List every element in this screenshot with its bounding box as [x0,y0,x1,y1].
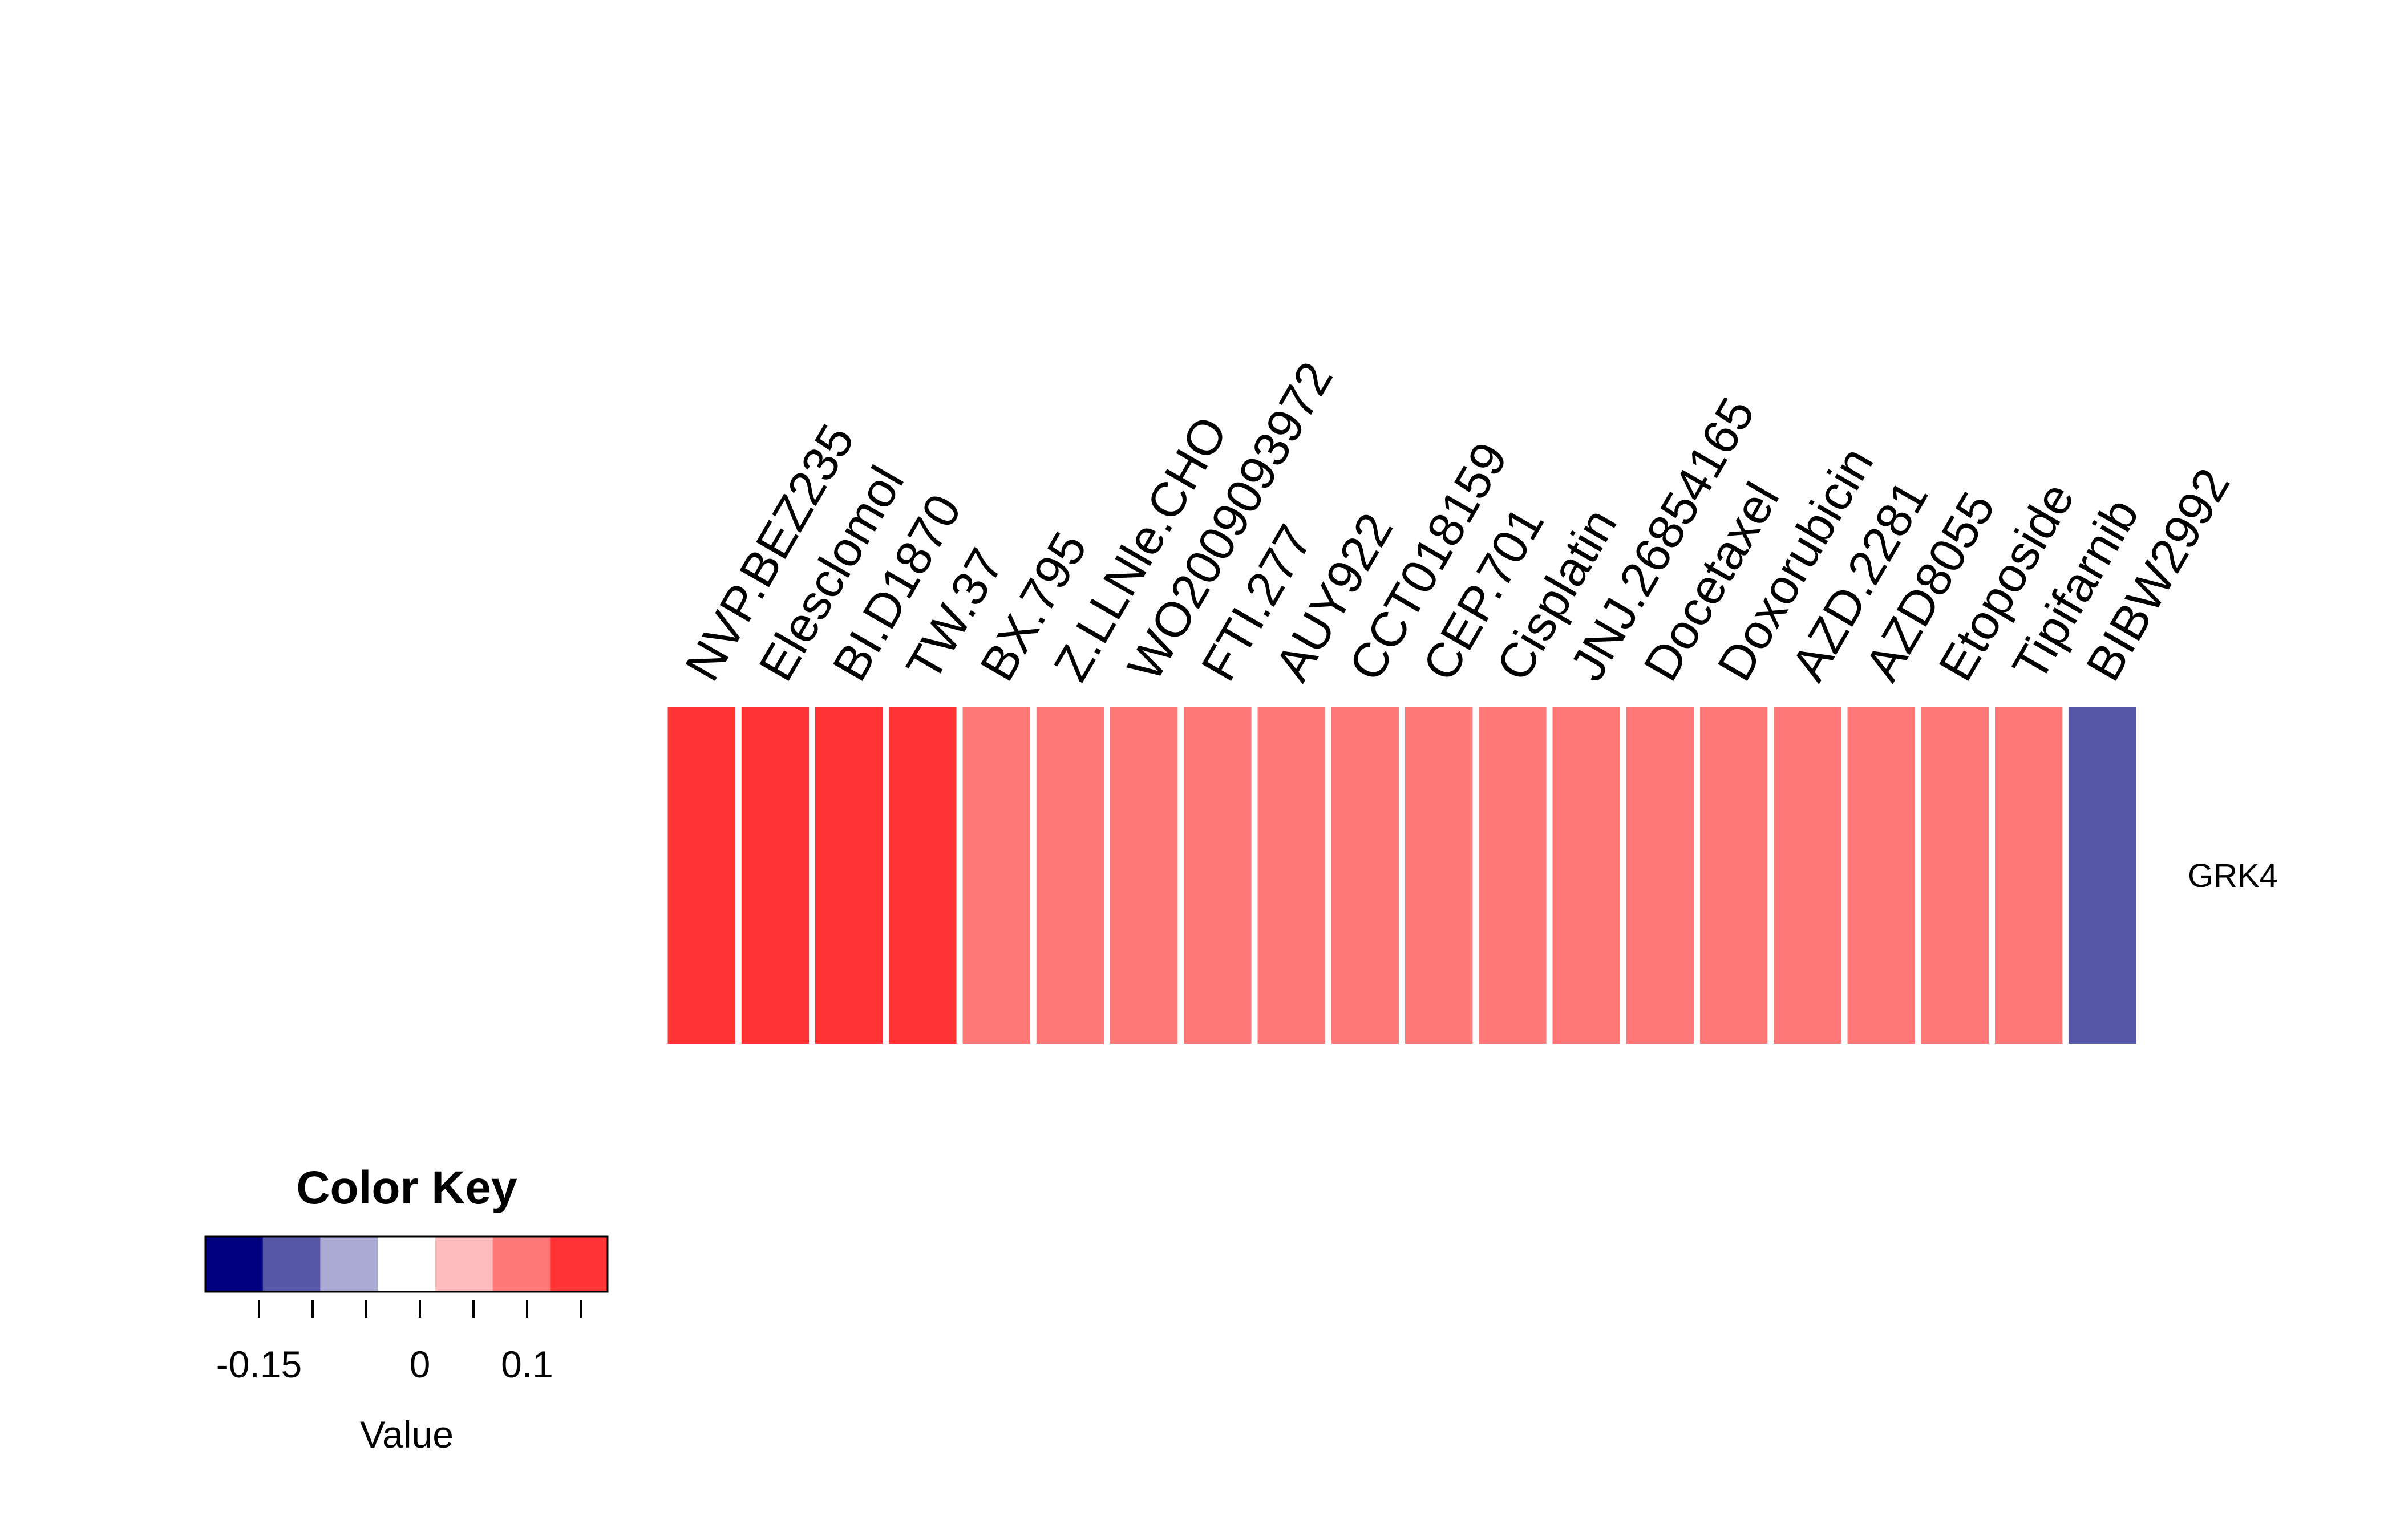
color-key-tick-label: -0.15 [216,1343,302,1385]
heatmap-cell [1331,707,1399,1044]
heatmap-cell [2069,707,2136,1044]
color-key-bin [492,1237,551,1292]
color-key-axis-label: Value [360,1413,454,1456]
heatmap-cell [1700,707,1768,1044]
color-key-title: Color Key [296,1162,517,1214]
color-key-bin [435,1237,493,1292]
heatmap-cell [1921,707,1989,1044]
heatmap-cells [667,707,2136,1044]
color-key-border [204,1235,609,1293]
row-label: GRK4 [2188,857,2278,894]
heatmap-cell [1036,707,1104,1044]
heatmap-cell [1626,707,1694,1044]
color-key-bin [378,1237,436,1292]
heatmap-cell [1552,707,1620,1044]
heatmap-cell [741,707,810,1044]
heatmap-cell [1847,707,1915,1044]
heatmap-cell [1774,707,1841,1044]
color-key-bin [262,1237,321,1292]
heatmap-cell [1110,707,1178,1044]
column-labels: NVP.BEZ235ElesclomolBI.D1870TW.37BX.795Z… [675,353,2240,690]
color-key-tick-label: 0.1 [501,1343,553,1385]
heatmap-cell [815,707,883,1044]
color-key-tick-label: 0 [410,1343,431,1385]
heatmap-cell [1405,707,1473,1044]
heatmap-cell [889,707,957,1044]
color-key-ticks: -0.15 0 0.1 [216,1300,582,1385]
row-labels: GRK4 [2188,857,2278,894]
heatmap-cell [667,707,735,1044]
heatmap-cell [1479,707,1547,1044]
heatmap-cell [1995,707,2063,1044]
color-key-legend: Color Key -0.15 0 0.1 Value [204,1162,609,1456]
color-key-bin [320,1237,378,1292]
color-key-bin [205,1237,264,1292]
color-key-bin [550,1237,608,1292]
heatmap-cell [962,707,1030,1044]
color-key-bins [205,1237,608,1292]
heatmap-cell [1184,707,1252,1044]
heatmap-cell [1257,707,1325,1044]
